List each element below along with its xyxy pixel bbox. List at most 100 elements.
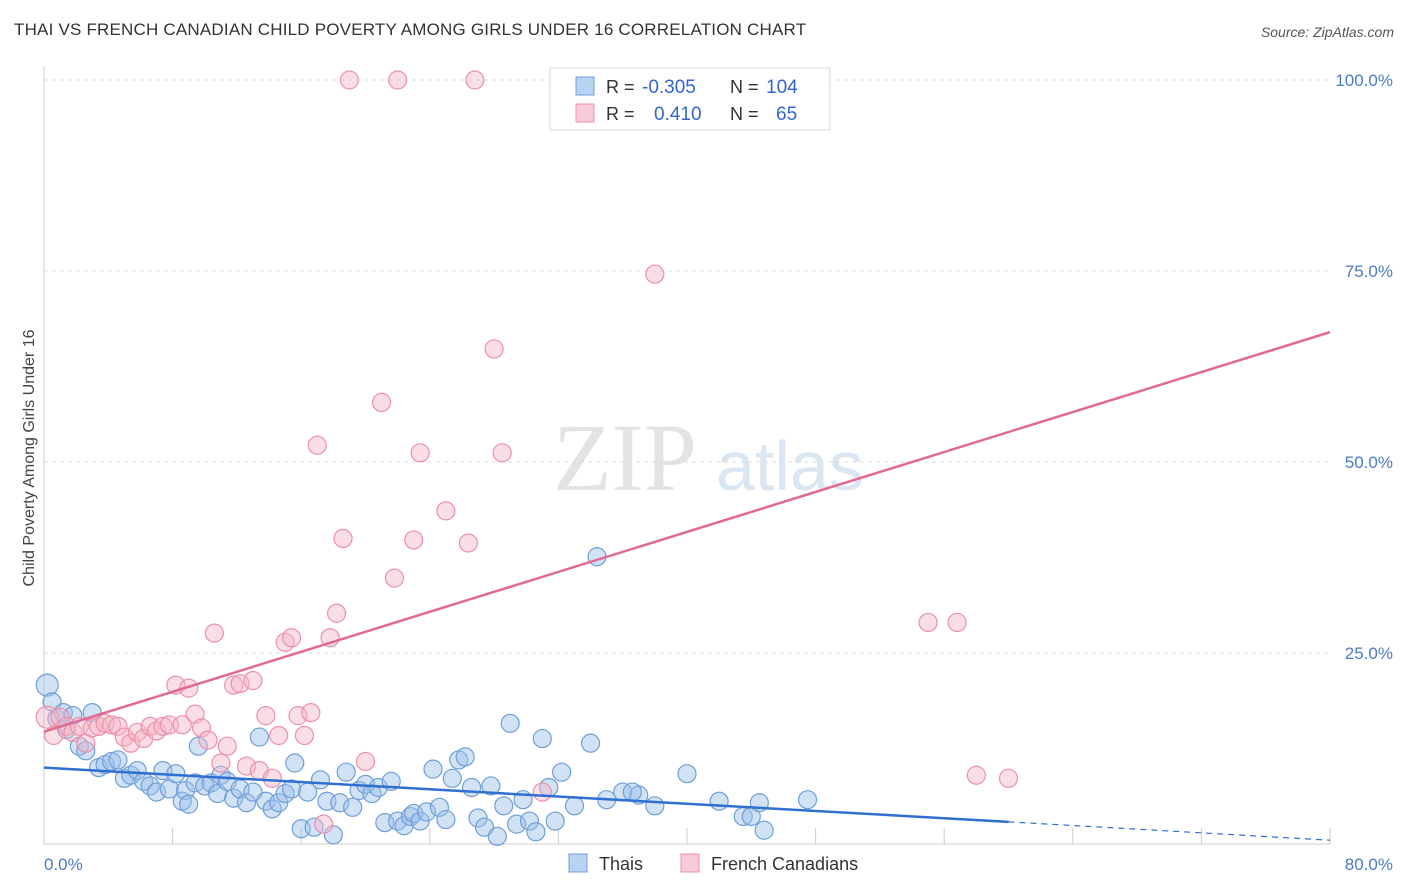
- french-point: [224, 675, 244, 695]
- french-point: [256, 706, 276, 726]
- thais-point: [323, 825, 343, 845]
- thais-point: [416, 802, 437, 822]
- thais-point: [481, 776, 501, 796]
- thais-n-label: N =: [730, 77, 759, 97]
- french-point: [121, 733, 141, 753]
- french-point: [492, 443, 512, 463]
- french-point: [172, 715, 192, 735]
- french-point: [153, 716, 173, 736]
- french-point: [918, 612, 938, 633]
- watermark-zip: ZIP: [553, 404, 697, 511]
- french-point: [404, 530, 424, 550]
- french-n-label: N =: [730, 104, 759, 124]
- thais-point: [526, 822, 546, 842]
- legend-thais-swatch: [568, 853, 588, 873]
- thais-point: [423, 759, 443, 779]
- french-point: [211, 753, 231, 773]
- french-point: [236, 756, 257, 776]
- french-point: [355, 751, 376, 772]
- french-point: [204, 623, 224, 643]
- watermark-atlas: atlas: [716, 427, 864, 505]
- french-point: [339, 70, 360, 90]
- french-point: [326, 603, 347, 623]
- french-point: [101, 715, 122, 735]
- thais-point: [754, 820, 774, 840]
- legend-thais-label: Thais: [599, 854, 643, 874]
- x-tick-label: 0.0%: [44, 855, 83, 874]
- french-r-label: R =: [606, 104, 635, 124]
- legend-french-label: French Canadians: [711, 854, 858, 874]
- thais-point: [677, 764, 697, 784]
- french-point: [262, 768, 282, 788]
- french-point: [384, 568, 405, 588]
- thais-point: [487, 826, 507, 846]
- thais-point: [336, 762, 356, 782]
- stats-box: R = -0.305 N = 104 R = 0.410 N = 65: [549, 67, 831, 131]
- thais-point: [580, 733, 601, 753]
- thais-point: [564, 796, 585, 816]
- french-point: [998, 768, 1019, 788]
- french-point: [243, 670, 263, 691]
- french-point: [484, 339, 504, 359]
- thais-point: [461, 777, 482, 798]
- thais-point: [455, 747, 475, 767]
- thais-point: [519, 811, 540, 831]
- thais-point: [343, 797, 363, 817]
- thais-point: [35, 673, 59, 697]
- thais-r-value: -0.305: [642, 77, 696, 98]
- french-trend-line: [43, 330, 1331, 733]
- thais-point: [500, 713, 520, 733]
- thais-point: [436, 809, 456, 830]
- french-point: [198, 730, 218, 750]
- thais-point: [709, 791, 729, 811]
- thais-point: [249, 727, 270, 747]
- tick-labels: 25.0% 50.0% 75.0% 100.0% 0.0% 80.0%: [44, 71, 1393, 874]
- french-r-value: 0.410: [654, 104, 702, 125]
- french-n-value: 65: [776, 104, 797, 125]
- x-tick-label: 80.0%: [1345, 855, 1393, 874]
- french-point: [371, 392, 392, 413]
- thais-point: [622, 782, 642, 802]
- thais-point: [108, 750, 128, 770]
- thais-trend-line: [43, 766, 1009, 824]
- french-point: [108, 716, 128, 736]
- y-tick-label: 100.0%: [1335, 71, 1393, 90]
- y-tick-label: 50.0%: [1345, 453, 1393, 472]
- thais-n-value: 104: [766, 77, 798, 98]
- french-point: [458, 533, 478, 553]
- thais-point: [552, 762, 572, 782]
- french-point: [191, 718, 212, 738]
- thais-point: [330, 793, 350, 813]
- french-point: [966, 765, 986, 785]
- thais-point: [127, 761, 147, 781]
- thais-point: [429, 797, 450, 817]
- source-label: Source: ZipAtlas.com: [1260, 24, 1394, 40]
- french-points: [35, 70, 1019, 834]
- french-point: [333, 528, 353, 549]
- thais-point: [545, 811, 565, 831]
- thais-r-label: R =: [606, 77, 635, 97]
- y-axis-label: Child Poverty Among Girls Under 16: [21, 329, 38, 586]
- french-point: [269, 725, 289, 746]
- thais-point: [285, 753, 305, 773]
- french-point: [947, 612, 967, 633]
- thais-swatch: [575, 76, 595, 96]
- y-tick-label: 75.0%: [1345, 262, 1393, 281]
- thais-point: [76, 741, 96, 761]
- thais-point: [188, 736, 208, 756]
- y-tick-label: 25.0%: [1345, 644, 1393, 663]
- french-point: [281, 628, 302, 648]
- thais-point: [645, 796, 665, 816]
- french-point: [314, 814, 334, 834]
- thais-point: [532, 728, 552, 749]
- french-point: [465, 70, 485, 90]
- french-point: [307, 435, 327, 455]
- chart-title: THAI VS FRENCH CANADIAN CHILD POVERTY AM…: [14, 20, 807, 39]
- grid-lines: [44, 79, 1330, 654]
- french-point: [645, 264, 665, 284]
- french-point: [217, 736, 237, 756]
- thais-point: [310, 770, 331, 790]
- thais-trend-extension: [1008, 821, 1331, 841]
- french-point: [82, 718, 102, 738]
